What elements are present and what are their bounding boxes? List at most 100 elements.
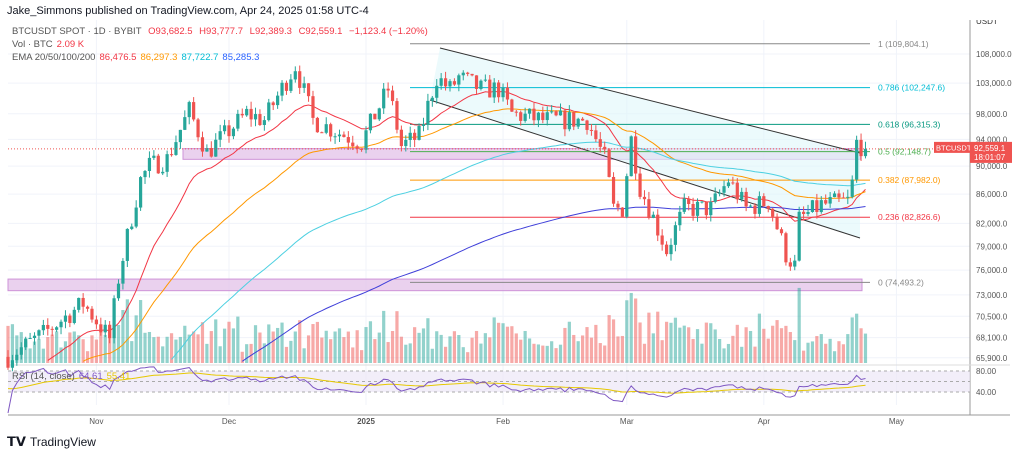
support-zone — [7, 278, 863, 292]
volume-bar — [139, 300, 143, 363]
candle — [824, 200, 828, 204]
candle — [41, 324, 45, 331]
candle — [488, 79, 492, 98]
fib-level-label: 0.786 (102,247.6) — [878, 83, 945, 93]
volume-bar — [298, 320, 302, 363]
candle — [15, 354, 19, 361]
candle — [448, 81, 452, 87]
volume-bar — [236, 316, 240, 363]
volume-bar — [589, 337, 594, 363]
volume-bar — [355, 330, 359, 363]
volume-bar — [108, 328, 112, 363]
symbol-label[interactable]: BTCUSDT SPOT · 1D · BYBIT — [12, 26, 142, 37]
volume-bar — [368, 321, 373, 363]
ema100-value: 87,722.7 — [181, 52, 219, 63]
volume-bar — [218, 346, 222, 363]
volume-bar — [611, 319, 616, 363]
publish-info: Jake_Simmons published on TradingView.co… — [7, 5, 369, 17]
candle — [439, 78, 443, 86]
candle — [169, 154, 174, 156]
ema-legend: EMA 20/50/100/200 86,476.5 86,297.3 87,722.… — [12, 52, 263, 63]
volume-bar — [563, 327, 567, 363]
candle — [536, 112, 540, 121]
candle — [664, 244, 669, 255]
candle — [510, 99, 514, 112]
candle — [572, 112, 576, 127]
volume-bar — [333, 331, 337, 363]
candle — [581, 118, 585, 121]
candle — [320, 132, 324, 134]
candle — [713, 193, 717, 202]
price-chart[interactable]: 108,000.0 103,000.0 98,000.0 94,000.0 90,000… — [0, 20, 1024, 430]
candle — [841, 197, 845, 199]
fib-level-label: 0 (74,493.2) — [878, 277, 924, 287]
volume-bar — [651, 333, 655, 363]
volume-bar — [346, 331, 350, 363]
candle — [784, 233, 788, 263]
volume-bar — [240, 351, 244, 363]
candle — [337, 134, 342, 137]
fib-level-label: 0.618 (96,315.3) — [878, 119, 941, 129]
candle — [466, 72, 470, 74]
tv-logo-icon: 𝗧𝗩 — [7, 434, 26, 449]
volume-bar — [779, 328, 784, 363]
volume-bar — [231, 328, 236, 363]
candle — [192, 102, 196, 120]
volume-bar — [519, 339, 523, 363]
candle — [832, 193, 837, 198]
volume-bar — [289, 340, 293, 363]
candle — [152, 155, 156, 158]
price-tick-label: 82,000.0 — [976, 219, 1008, 228]
candle — [112, 298, 116, 339]
fib-level-label: 0.236 (82,826.6) — [878, 212, 941, 222]
candle — [443, 78, 448, 87]
candle — [669, 244, 673, 255]
volume-bar — [629, 292, 633, 363]
volume-bar — [143, 332, 147, 363]
volume-bar — [50, 334, 54, 363]
rsi-label[interactable]: RSI (14, close) — [12, 371, 75, 382]
volume-bar — [695, 329, 700, 363]
candle — [532, 108, 536, 121]
candle — [523, 113, 527, 121]
candle — [139, 177, 143, 208]
candle — [386, 88, 390, 91]
volume-bar — [413, 327, 417, 363]
volume-bar — [90, 335, 94, 363]
volume-bar — [660, 340, 664, 363]
volume-bar — [134, 315, 138, 363]
candle — [797, 211, 801, 261]
candle — [850, 179, 854, 197]
volume-bar — [443, 346, 448, 363]
candle — [576, 118, 580, 127]
price-tag-value: 92,559.1 — [974, 144, 1006, 153]
volume-bar — [271, 331, 275, 363]
ema-label[interactable]: EMA 20/50/100/200 — [12, 52, 96, 63]
volume-bar — [72, 331, 76, 363]
tradingview-logo[interactable]: 𝗧𝗩 TradingView — [7, 434, 96, 449]
symbol-tag — [934, 141, 970, 153]
candle — [116, 283, 121, 299]
volume-bar — [306, 335, 311, 363]
candle — [603, 146, 607, 150]
close-value: C92,559.1 — [298, 26, 343, 37]
candle — [355, 146, 359, 149]
volume-bar — [452, 331, 457, 363]
rsi-tick-label: 80.00 — [976, 367, 997, 376]
volume-label[interactable]: Vol · BTC — [12, 39, 53, 50]
candle — [793, 260, 797, 267]
volume-bar — [457, 335, 461, 363]
candle — [483, 79, 487, 81]
volume-bar — [41, 348, 45, 363]
candle — [324, 124, 328, 133]
candle — [753, 205, 757, 214]
volume-bar — [15, 335, 19, 363]
candle — [744, 191, 748, 207]
candle — [607, 149, 611, 177]
volume-bar — [183, 325, 187, 363]
price-tick-label: 98,000.0 — [976, 110, 1008, 119]
volume-bar — [68, 332, 72, 363]
candle — [545, 112, 549, 121]
candle — [37, 330, 41, 336]
candle — [24, 338, 28, 348]
